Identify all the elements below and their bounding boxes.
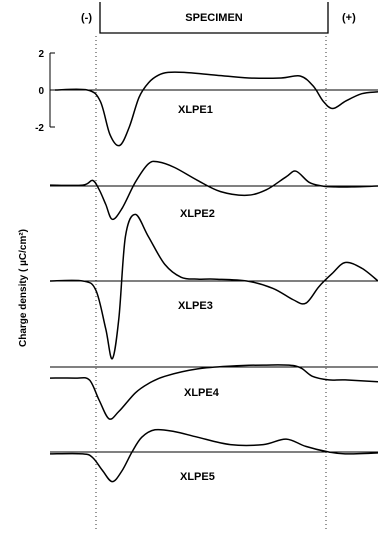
trace-xlpe4: XLPE4 — [49, 364, 378, 420]
curve-xlpe4 — [49, 364, 378, 420]
curve-xlpe3 — [49, 213, 378, 360]
positive-electrode-marker: (+) — [342, 12, 356, 24]
series-label-xlpe1: XLPE1 — [178, 104, 213, 116]
y-axis-label: Charge density ( µC/cm²) — [18, 229, 29, 347]
trace-xlpe2: XLPE2 — [49, 160, 378, 221]
series-label-xlpe5: XLPE5 — [180, 471, 215, 483]
curve-xlpe5 — [49, 428, 378, 483]
curve-xlpe2 — [49, 160, 378, 221]
specimen-label: SPECIMEN — [185, 12, 243, 24]
negative-electrode-marker: (-) — [81, 12, 92, 24]
y-tick-label: 2 — [38, 49, 44, 60]
series-label-xlpe2: XLPE2 — [180, 208, 215, 220]
y-tick-label: 0 — [38, 86, 44, 97]
trace-xlpe3: XLPE3 — [49, 213, 378, 360]
series-label-xlpe3: XLPE3 — [178, 300, 213, 312]
curve-xlpe1 — [54, 71, 378, 147]
trace-xlpe1: XLPE1 — [54, 71, 378, 147]
y-tick-label: -2 — [35, 123, 44, 134]
series-label-xlpe4: XLPE4 — [184, 387, 220, 399]
trace-xlpe5: XLPE5 — [49, 428, 378, 483]
specimen-bracket — [99, 2, 329, 34]
